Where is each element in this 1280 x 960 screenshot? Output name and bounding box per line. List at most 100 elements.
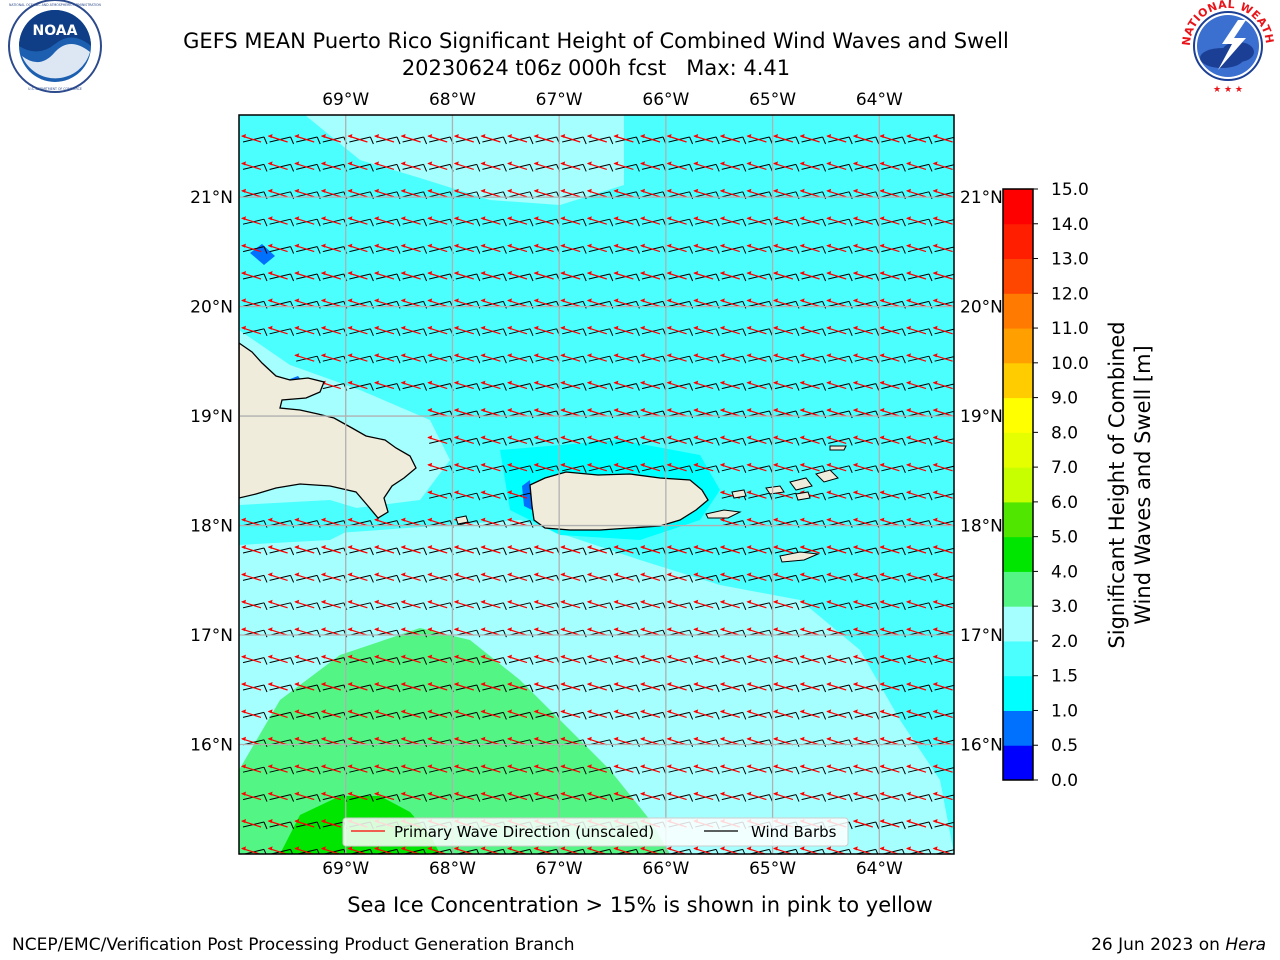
wind-barb-flag xyxy=(423,547,428,556)
title-line-1: GEFS MEAN Puerto Rico Significant Height… xyxy=(183,29,1009,53)
wave-arrow-head xyxy=(719,627,725,632)
wave-arrow-head xyxy=(453,462,459,467)
wave-arrow-head xyxy=(879,134,885,138)
wind-barb-flag xyxy=(928,246,933,254)
wave-arrow-head xyxy=(879,216,885,221)
wave-arrow-head xyxy=(852,188,858,193)
wave-arrow-head xyxy=(400,353,406,358)
colorbar-segment xyxy=(1003,571,1033,607)
wave-arrow-head xyxy=(826,298,832,303)
wave-arrow-head xyxy=(746,462,752,467)
wave-arrow-head xyxy=(906,654,911,659)
wave-arrow-head xyxy=(852,736,858,741)
wind-barb-flag xyxy=(875,602,880,610)
wave-arrow-head xyxy=(533,435,539,440)
wave-arrow-head xyxy=(799,764,805,769)
wave-arrow-head xyxy=(640,325,645,330)
wave-arrow-head xyxy=(932,572,938,577)
wave-arrow-head xyxy=(719,599,725,604)
wind-barb-flag xyxy=(848,246,853,254)
wave-arrow-head xyxy=(427,298,433,303)
wave-arrow-head xyxy=(613,764,619,769)
noaa-logo: NOAA NATIONAL OCEANIC AND ATMOSPHERIC AD… xyxy=(8,0,102,93)
wind-barb-flag xyxy=(369,136,374,145)
wind-barb-flag xyxy=(263,821,268,830)
wave-arrow-head xyxy=(640,846,645,851)
wind-barb-flag xyxy=(529,767,534,775)
wind-barb-flag xyxy=(689,136,694,145)
wind-barb-flag xyxy=(822,739,827,747)
wind-barb-flag xyxy=(901,849,905,854)
wave-arrow-head xyxy=(666,682,672,686)
wave-arrow-head xyxy=(294,298,300,303)
wave-arrow-head xyxy=(453,764,459,769)
wind-barb-flag xyxy=(609,356,614,364)
wind-barb-flag xyxy=(502,438,507,446)
wave-arrow-head xyxy=(719,353,725,358)
wave-arrow-head xyxy=(453,298,459,303)
wind-barb-flag xyxy=(609,630,614,638)
wind-barb-flag xyxy=(369,739,374,747)
wind-barb-flag xyxy=(742,438,747,446)
wind-barb-flag xyxy=(689,849,693,854)
wave-arrow-head xyxy=(932,819,938,823)
wind-barb-flag xyxy=(822,410,827,419)
wave-arrow-head xyxy=(693,435,699,440)
wind-barb-flag xyxy=(956,466,959,473)
wind-barb-flag xyxy=(316,547,321,556)
wave-arrow-head xyxy=(613,682,619,686)
wind-barb-flag xyxy=(635,465,640,473)
wave-arrow-head xyxy=(932,846,938,851)
colorbar-label-line-1: Significant Height of Combined xyxy=(1105,321,1129,648)
wave-arrow-head xyxy=(507,298,512,303)
wave-arrow-head xyxy=(453,846,459,851)
wave-arrow-head xyxy=(267,216,273,221)
wind-barb-flag xyxy=(928,356,933,364)
map-frame xyxy=(238,114,955,855)
wave-arrow-head xyxy=(879,462,885,467)
wave-arrow-head xyxy=(320,819,326,823)
map-tick-labels: 69°W 69°W 68°W 68°W 67°W 67°W 66°W 66°W 65°W 65°W… xyxy=(190,90,1003,879)
wave-arrow-head xyxy=(932,161,938,166)
wind-barb-flag xyxy=(263,547,268,556)
wind-barb-flag xyxy=(396,575,401,583)
footer-left: NCEP/EMC/Verification Post Processing Pr… xyxy=(12,935,575,955)
wave-arrow-head xyxy=(480,682,486,686)
wind-barb-flag xyxy=(901,602,906,610)
wave-arrow-head xyxy=(347,188,353,193)
wave-arrow-head xyxy=(879,298,885,303)
wind-barb-flag xyxy=(476,767,481,775)
legend-barb-label: Wind Barbs xyxy=(751,823,837,841)
wind-barb-flag xyxy=(635,219,640,227)
wind-barb-flag xyxy=(928,821,933,830)
wind-barb-flag xyxy=(742,767,747,775)
wind-barb-flag xyxy=(795,657,800,665)
wave-arrow-head xyxy=(693,243,699,248)
wave-arrow-head xyxy=(799,161,805,166)
colorbar-tick-label: 1.5 xyxy=(1051,667,1078,687)
wind-barb-flag xyxy=(689,657,694,665)
wave-arrow-head xyxy=(799,243,805,248)
wind-barb-flag xyxy=(502,520,507,528)
colorbar-segment xyxy=(1003,640,1033,677)
wind-barb-flag xyxy=(423,739,428,747)
wind-barb-flag xyxy=(848,794,853,802)
wave-arrow-head xyxy=(480,243,486,248)
wave-arrow-head xyxy=(826,161,832,166)
wave-arrow-head xyxy=(932,627,938,632)
wave-arrow-head xyxy=(400,188,406,193)
wave-arrow-head xyxy=(294,709,300,714)
colorbar-tick-label: 0.5 xyxy=(1051,736,1078,756)
wind-barb-flag xyxy=(875,547,880,556)
wave-arrow-head xyxy=(480,134,486,138)
wave-arrow-head xyxy=(826,654,832,659)
wind-barb-flag xyxy=(742,657,747,665)
wave-arrow-head xyxy=(480,435,486,440)
wave-arrow-head xyxy=(374,161,379,166)
wind-barb-flag xyxy=(848,356,853,364)
wind-barb-flag xyxy=(742,602,747,610)
wind-barb-flag xyxy=(768,630,773,638)
wave-arrow-head xyxy=(773,298,778,303)
wind-barb-flag xyxy=(396,849,400,854)
wave-arrow-head xyxy=(586,353,592,358)
